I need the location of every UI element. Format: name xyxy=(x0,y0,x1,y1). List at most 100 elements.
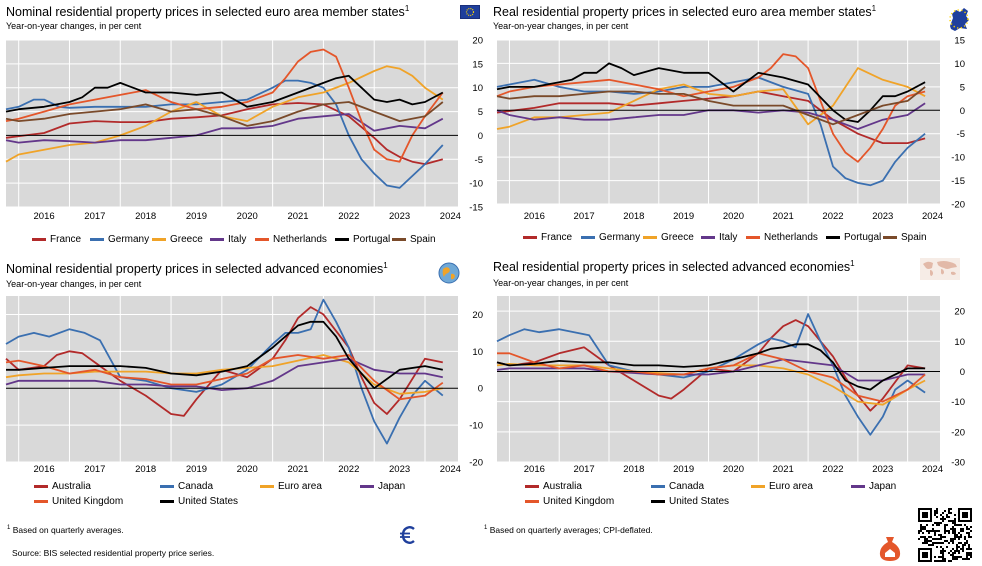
x-tick-label: 2017 xyxy=(574,464,595,475)
chart-subtitle: Year-on-year changes, in per cent xyxy=(493,21,629,31)
legend-label: United Kingdom xyxy=(543,496,615,507)
y-tick-label: 20 xyxy=(472,310,483,321)
y-tick-label: 10 xyxy=(954,59,965,70)
y-tick-label: -5 xyxy=(957,129,965,140)
legend-item-australia: Australia xyxy=(525,481,582,492)
legend-swatch xyxy=(525,485,539,488)
legend-item-netherlands: Netherlands xyxy=(746,232,818,243)
x-tick-label: 2021 xyxy=(287,464,308,475)
footnote-marker: 1 xyxy=(850,259,855,268)
legend-item-united-states: United States xyxy=(651,496,729,507)
legend-label: Netherlands xyxy=(273,234,327,245)
footnote-marker: 1 xyxy=(7,525,11,532)
legend-swatch xyxy=(883,236,897,239)
x-tick-label: 2022 xyxy=(822,464,843,475)
legend-item-greece: Greece xyxy=(643,232,694,243)
footnote-marker: 1 xyxy=(404,4,410,13)
series-line-australia xyxy=(496,319,926,412)
series-line-united-states xyxy=(6,320,443,390)
y-tick-label: -5 xyxy=(475,155,483,166)
y-tick-label: -10 xyxy=(951,397,965,408)
y-tick-label: -20 xyxy=(469,458,483,469)
y-tick-label: -15 xyxy=(951,176,965,187)
x-tick-label: 2023 xyxy=(872,211,893,222)
legend-swatch xyxy=(90,238,104,241)
x-tick-label: 2017 xyxy=(84,464,105,475)
legend-swatch xyxy=(160,500,174,503)
chart-title: Nominal residential property prices in s… xyxy=(6,4,410,20)
legend-label: Japan xyxy=(378,481,406,492)
legend-swatch xyxy=(360,485,374,488)
x-tick-label: 2022 xyxy=(338,464,359,475)
source-note: Source: BIS selected residential propert… xyxy=(12,548,215,558)
y-tick-label: -20 xyxy=(951,200,965,211)
legend-item-greece: Greece xyxy=(152,234,203,245)
chart-subtitle: Year-on-year changes, in per cent xyxy=(6,279,142,289)
legend-item-euro-area: Euro area xyxy=(260,481,322,492)
legend-item-germany: Germany xyxy=(90,234,149,245)
y-tick-label: -10 xyxy=(469,179,483,190)
y-tick-label: 15 xyxy=(472,59,483,70)
legend-swatch xyxy=(851,485,865,488)
real-euro-area-chart: 15 10 5 0 -5 -10 -15 -20 2016 2017 2018 2019 2020 202… xyxy=(496,36,965,222)
legend-label: Japan xyxy=(869,481,897,492)
euro-icon xyxy=(398,525,420,545)
legend-label: Australia xyxy=(543,481,582,492)
legend-swatch xyxy=(255,238,269,241)
series-line-united-kingdom xyxy=(5,354,444,401)
chart-title: Real residential property prices in sele… xyxy=(493,259,855,275)
legend-label: United Kingdom xyxy=(52,496,124,507)
x-tick-label: 2016 xyxy=(524,464,545,475)
y-tick-label: 20 xyxy=(954,307,965,318)
y-tick-label: 0 xyxy=(478,131,483,142)
x-tick-label: 2019 xyxy=(186,211,207,222)
legend-item-italy: Italy xyxy=(210,234,246,245)
legend-label: Canada xyxy=(669,481,705,492)
plot-area xyxy=(497,296,940,462)
legend-swatch xyxy=(581,236,595,239)
y-tick-label: 20 xyxy=(472,36,483,47)
footnote-marker: 1 xyxy=(383,261,388,270)
y-tick-label: -20 xyxy=(951,427,965,438)
x-tick-label: 2023 xyxy=(872,464,893,475)
eu-map-icon xyxy=(944,4,974,34)
x-tick-label: 2021 xyxy=(287,211,308,222)
legend-item-netherlands: Netherlands xyxy=(255,234,327,245)
y-tick-label: 5 xyxy=(960,82,965,93)
chart-legend: France Germany Greece Italy Netherlands Portu… xyxy=(491,232,981,248)
legend-label: Australia xyxy=(52,481,91,492)
y-tick-label: -10 xyxy=(469,421,483,432)
legend-label: Germany xyxy=(108,234,150,245)
legend-label: Netherlands xyxy=(764,232,818,243)
legend-swatch xyxy=(525,500,539,503)
legend-label: Euro area xyxy=(278,481,322,492)
legend-item-united-kingdom: United Kingdom xyxy=(525,496,614,507)
y-tick-label: 15 xyxy=(954,36,965,47)
legend-swatch xyxy=(751,485,765,488)
legend-swatch xyxy=(746,236,760,239)
legend-label: United States xyxy=(178,496,239,507)
legend-item-canada: Canada xyxy=(160,481,213,492)
legend-item-spain: Spain xyxy=(883,232,927,243)
legend-item-japan: Japan xyxy=(360,481,405,492)
legend-item-france: France xyxy=(32,234,81,245)
legend-item-united-kingdom: United Kingdom xyxy=(34,496,123,507)
x-tick-label: 2019 xyxy=(673,211,694,222)
legend-swatch xyxy=(34,485,48,488)
series-line-canada xyxy=(5,298,444,445)
series-line-italy xyxy=(5,113,444,144)
legend-item-portugal: Portugal xyxy=(826,232,881,243)
y-tick-label: 10 xyxy=(472,83,483,94)
legend-label: Germany xyxy=(599,232,641,243)
legend-label: Greece xyxy=(170,234,203,245)
real-advanced-economies-chart: 20 10 0 -10 -20 -30 2016 2017 2018 2019 2020 2021 20… xyxy=(496,296,965,475)
x-tick-label: 2018 xyxy=(135,464,156,475)
nominal-euro-area-chart: 20 15 10 5 0 -5 -10 -15 2016 2017 2018 2019 2020 2021… xyxy=(5,36,483,222)
x-tick-label: 2024 xyxy=(440,211,461,222)
legend-item-france: France xyxy=(523,232,572,243)
x-tick-label: 2020 xyxy=(237,464,258,475)
series-line-canada xyxy=(496,313,926,436)
legend-item-spain: Spain xyxy=(392,234,436,245)
chart-subtitle: Year-on-year changes, in per cent xyxy=(493,278,629,288)
series-line-netherlands xyxy=(496,53,926,163)
